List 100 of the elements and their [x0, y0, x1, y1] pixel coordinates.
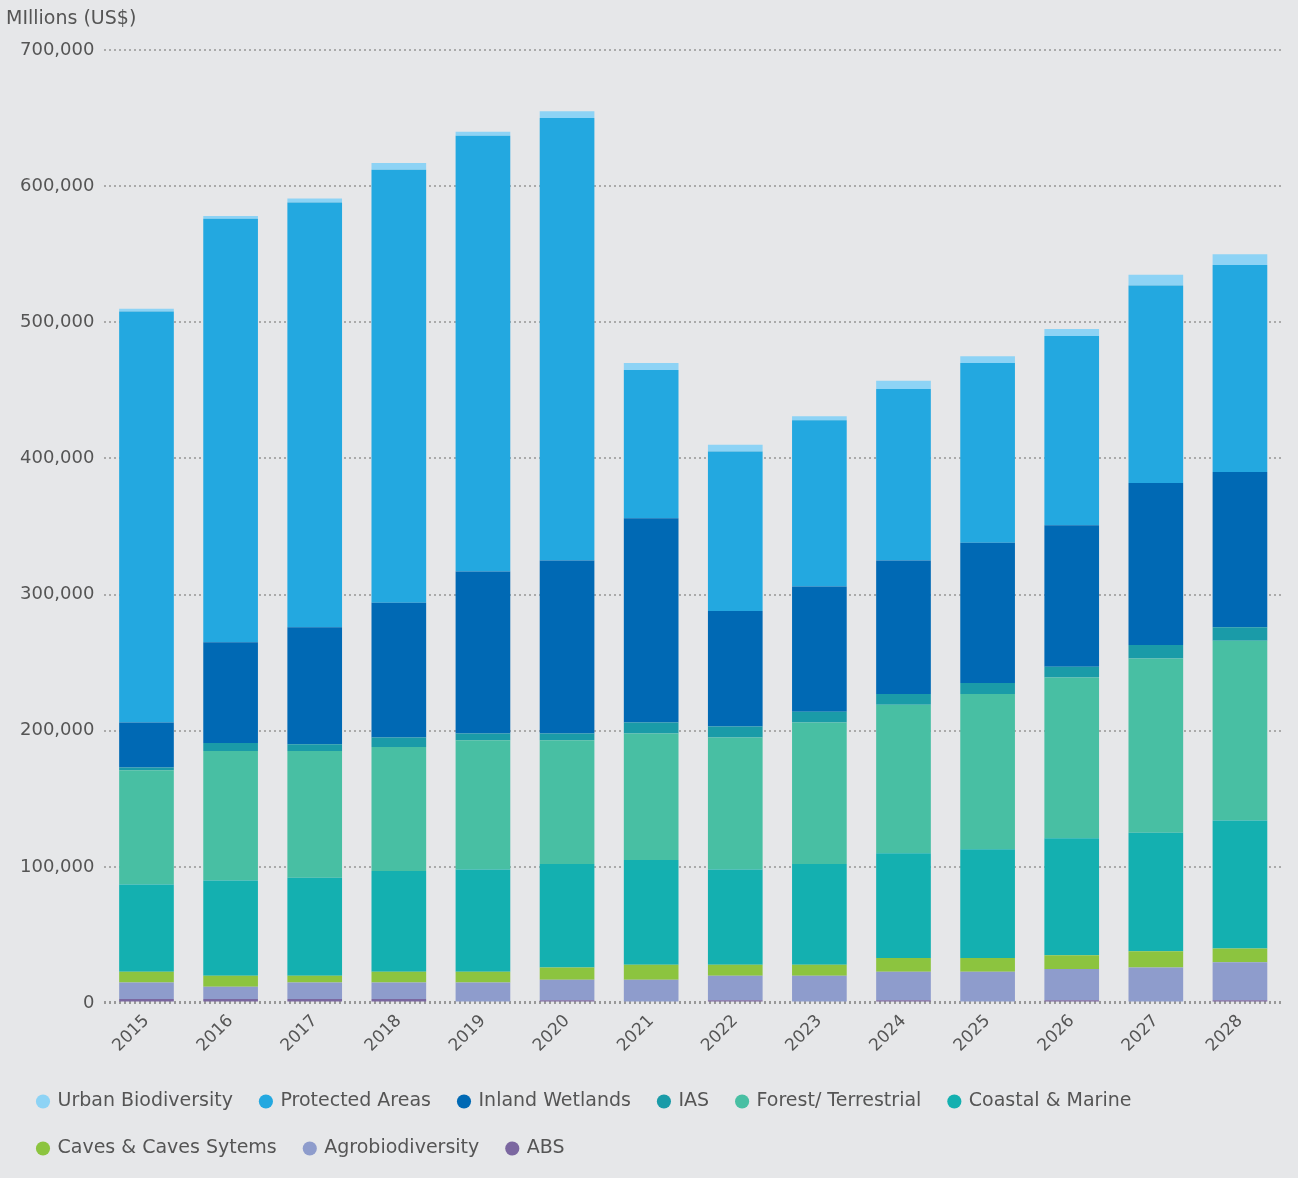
bar — [539, 118, 595, 561]
bar — [371, 602, 427, 738]
bar — [1212, 627, 1268, 641]
legend-label: Agrobiodiversity — [324, 1135, 480, 1158]
bar — [119, 884, 174, 972]
bar — [623, 860, 679, 965]
bar — [792, 711, 847, 723]
bar — [960, 849, 1015, 959]
legend-label: Caves & Caves Sytems — [57, 1135, 277, 1158]
bar — [371, 169, 427, 603]
y-tick-label: 700,000 — [20, 37, 95, 59]
bar — [707, 737, 763, 870]
legend-label: Coastal & Marine — [968, 1088, 1132, 1111]
bar — [876, 853, 931, 959]
bar — [1128, 482, 1184, 645]
bar — [1128, 274, 1184, 286]
legend-label: Forest/ Terrestrial — [756, 1088, 922, 1111]
legend-label: Protected Areas — [280, 1088, 431, 1111]
bar — [623, 979, 679, 1002]
bar — [203, 975, 258, 987]
bar — [203, 742, 258, 752]
bar — [707, 975, 763, 1001]
bar — [623, 722, 679, 734]
bar — [792, 964, 847, 976]
legend-label: Inland Wetlands — [478, 1088, 631, 1111]
y-tick-label: 300,000 — [20, 582, 95, 604]
bar — [287, 877, 343, 976]
bar — [119, 982, 174, 999]
bar — [119, 971, 174, 983]
bar — [623, 363, 679, 370]
bar — [119, 311, 174, 723]
bar — [203, 642, 258, 743]
bar — [287, 982, 343, 999]
bar — [1044, 838, 1100, 956]
bar — [539, 733, 595, 741]
legend-label: ABS — [526, 1135, 565, 1158]
bar — [1212, 948, 1268, 963]
bar — [1212, 472, 1268, 628]
bar — [707, 964, 763, 976]
y-tick-label: 400,000 — [20, 446, 95, 468]
bar — [287, 744, 343, 752]
bar — [1044, 329, 1100, 336]
y-tick-label: 500,000 — [20, 309, 95, 331]
bar — [1044, 525, 1100, 667]
y-tick-label: 200,000 — [20, 718, 95, 740]
bar — [792, 586, 847, 712]
bar — [792, 975, 847, 1002]
bar — [707, 444, 763, 452]
bar — [1128, 967, 1184, 1002]
bar — [876, 560, 931, 694]
bar — [707, 451, 763, 611]
bar — [876, 693, 931, 705]
bar — [707, 726, 763, 738]
bar — [623, 964, 679, 980]
bar — [1212, 820, 1268, 949]
bar — [455, 971, 511, 983]
bar — [792, 722, 847, 865]
bar — [539, 967, 595, 980]
bar — [119, 770, 174, 885]
bar — [1212, 265, 1268, 473]
bar — [1128, 285, 1184, 483]
bar — [203, 216, 258, 219]
y-tick-label: 100,000 — [20, 854, 95, 876]
bar — [119, 722, 174, 768]
bar — [1128, 644, 1184, 659]
bar — [371, 982, 427, 999]
bar — [455, 869, 511, 972]
bar — [1044, 335, 1100, 526]
bar — [623, 733, 679, 861]
bar — [623, 518, 679, 723]
bar — [707, 869, 763, 965]
bar — [960, 363, 1015, 543]
bar — [960, 356, 1015, 364]
bar — [876, 958, 931, 972]
bar — [792, 420, 847, 587]
y-axis-title: MIllions (US$) — [6, 6, 137, 28]
bar — [539, 560, 595, 734]
bar — [119, 767, 174, 771]
bar — [203, 751, 258, 881]
bar — [876, 388, 931, 561]
bar — [1128, 832, 1184, 952]
bar — [539, 864, 595, 968]
bar — [792, 864, 847, 965]
bar — [287, 202, 343, 628]
bar — [1044, 677, 1100, 839]
bar — [203, 986, 258, 999]
bar — [287, 751, 343, 878]
bar — [960, 971, 1015, 1002]
bar — [1044, 968, 1100, 1001]
bar — [960, 958, 1015, 972]
bar — [455, 131, 511, 136]
bar — [539, 111, 595, 119]
bar — [876, 704, 931, 854]
bar — [455, 571, 511, 734]
bar — [455, 740, 511, 870]
bar — [371, 870, 427, 972]
bar — [287, 627, 343, 745]
bar — [876, 380, 931, 389]
bar — [287, 975, 343, 983]
bar — [960, 693, 1015, 850]
